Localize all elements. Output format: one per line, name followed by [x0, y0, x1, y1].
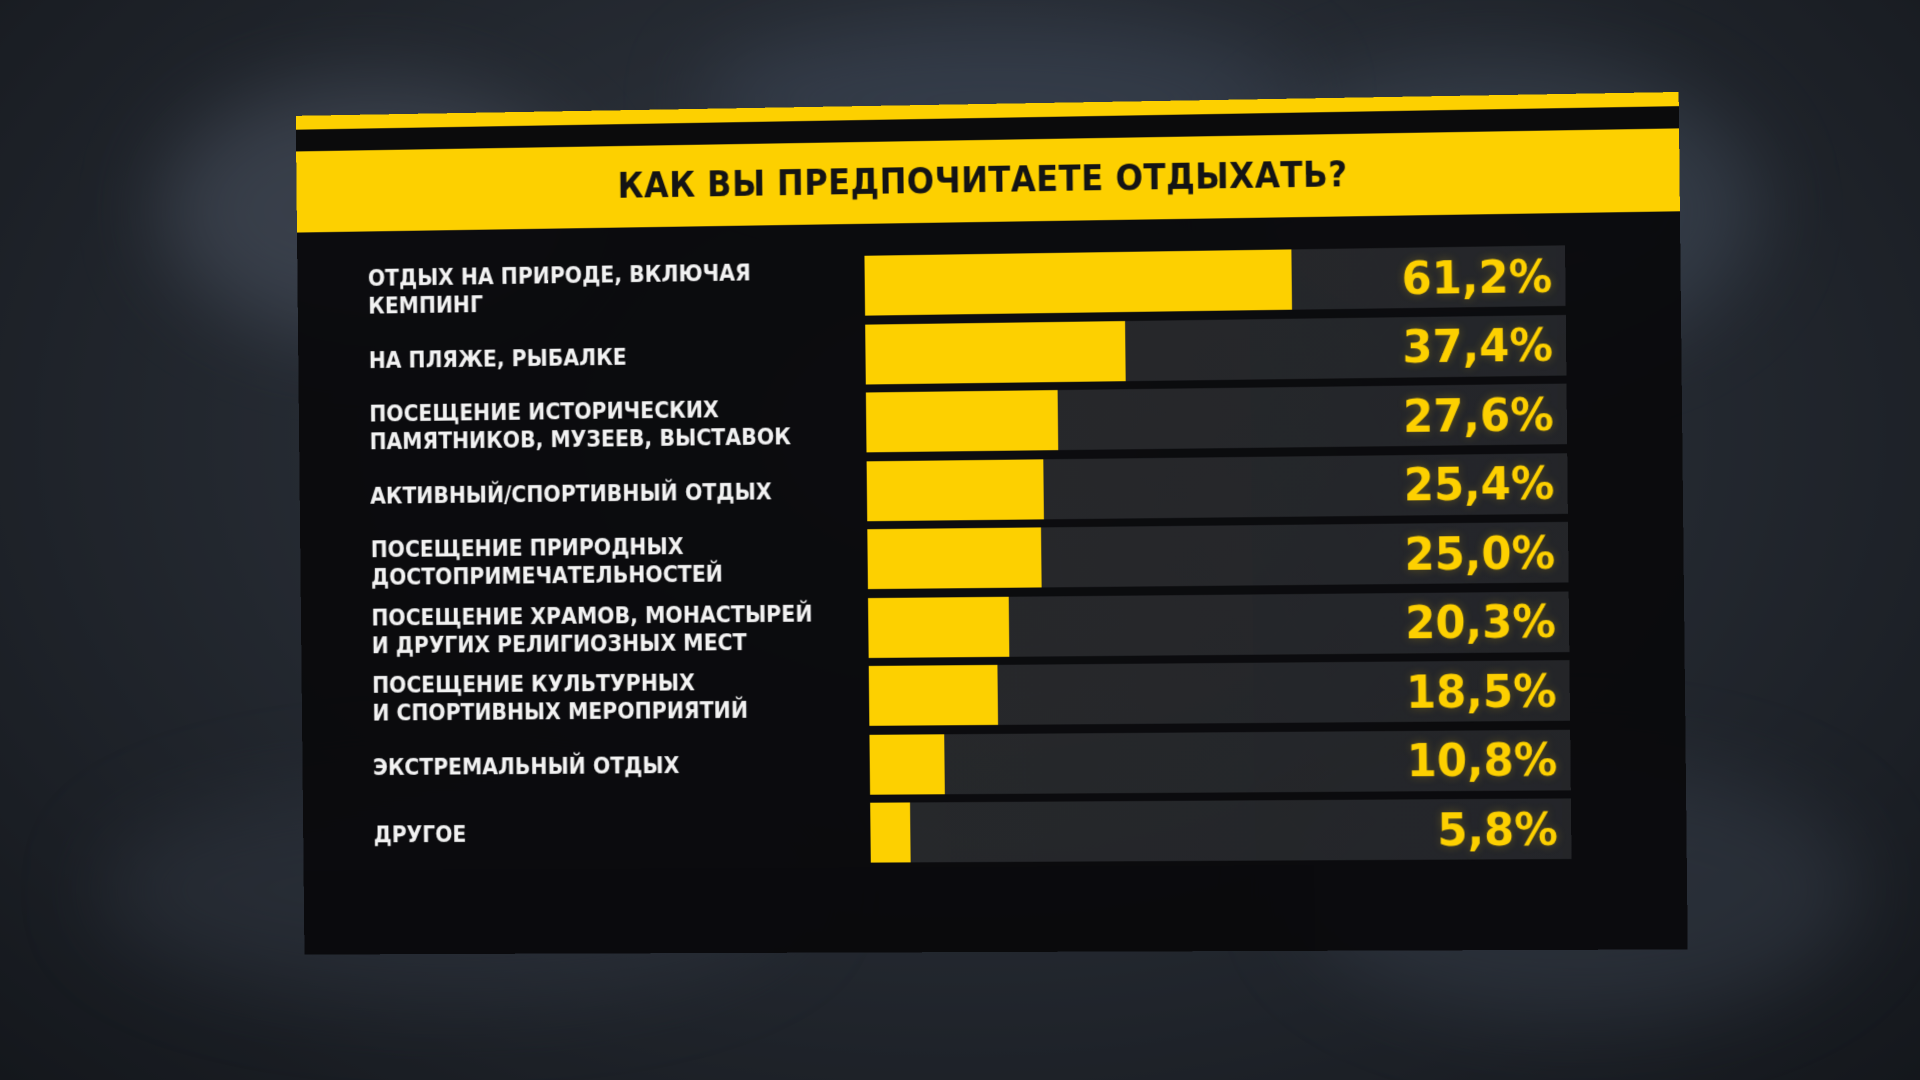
category-label: ПОСЕЩЕНИЕ КУЛЬТУРНЫХ И СПОРТИВНЫХ МЕРОПР…: [372, 666, 835, 729]
category-label: ПОСЕЩЕНИЕ ИСТОРИЧЕСКИХ ПАМЯТНИКОВ, МУЗЕЕ…: [369, 393, 832, 458]
value-label: 27,6%: [1403, 384, 1554, 446]
bar-row: ОТДЫХ НА ПРИРОДЕ, ВКЛЮЧАЯ КЕМПИНГ 61,2%: [297, 244, 1681, 324]
bar: [869, 734, 945, 794]
bar: [866, 390, 1058, 452]
value-label: 10,8%: [1406, 729, 1557, 790]
bar: [865, 321, 1126, 384]
bar-row: ПОСЕЩЕНИЕ ХРАМОВ, МОНАСТЫРЕЙ И ДРУГИХ РЕ…: [301, 590, 1685, 662]
bar-row: ПОСЕЩЕНИЕ ИСТОРИЧЕСКИХ ПАМЯТНИКОВ, МУЗЕЕ…: [299, 382, 1683, 459]
bar: [868, 596, 1010, 657]
category-label: ПОСЕЩЕНИЕ ПРИРОДНЫХ ДОСТОПРИМЕЧАТЕЛЬНОСТ…: [371, 530, 834, 594]
bar: [867, 459, 1044, 521]
value-label: 37,4%: [1402, 315, 1553, 377]
bar-row: ЭКСТРЕМАЛЬНЫЙ ОТДЫХ 10,8%: [302, 728, 1686, 797]
bar: [869, 665, 998, 726]
bar: [867, 527, 1041, 589]
value-label: 18,5%: [1406, 660, 1557, 722]
category-label: ЭКСТРЕМАЛЬНЫЙ ОТДЫХ: [373, 735, 836, 798]
value-label: 20,3%: [1405, 591, 1556, 653]
bar: [864, 249, 1292, 315]
bar-row: ДРУГОЕ 5,8%: [303, 798, 1687, 866]
bar-row: НА ПЛЯЖЕ, РЫБАЛКЕ 37,4%: [298, 313, 1682, 391]
category-label: ПОСЕЩЕНИЕ ХРАМОВ, МОНАСТЫРЕЙ И ДРУГИХ РЕ…: [371, 598, 834, 662]
category-label: ОТДЫХ НА ПРИРОДЕ, ВКЛЮЧАЯ КЕМПИНГ: [368, 256, 830, 322]
chart-panel: КАК ВЫ ПРЕДПОЧИТАЕТЕ ОТДЫХАТЬ? ОТДЫХ НА …: [296, 92, 1688, 955]
value-label: 25,0%: [1404, 522, 1555, 584]
bar-row: ПОСЕЩЕНИЕ КУЛЬТУРНЫХ И СПОРТИВНЫХ МЕРОПР…: [302, 659, 1686, 730]
category-label: ДРУГОЕ: [373, 803, 836, 865]
chart-title: КАК ВЫ ПРЕДПОЧИТАЕТЕ ОТДЫХАТЬ?: [617, 155, 1347, 207]
category-label: НА ПЛЯЖЕ, РЫБАЛКЕ: [368, 325, 831, 391]
bar-row: АКТИВНЫЙ/СПОРТИВНЫЙ ОТДЫХ 25,4%: [299, 451, 1683, 526]
bar: [870, 802, 911, 862]
bar-row: ПОСЕЩЕНИЕ ПРИРОДНЫХ ДОСТОПРИМЕЧАТЕЛЬНОСТ…: [300, 521, 1684, 595]
value-label: 5,8%: [1437, 799, 1558, 860]
value-label: 61,2%: [1401, 246, 1552, 309]
chart-body: ОТДЫХ НА ПРИРОДЕ, ВКЛЮЧАЯ КЕМПИНГ 61,2% НА…: [297, 211, 1688, 954]
value-label: 25,4%: [1403, 453, 1554, 515]
category-label: АКТИВНЫЙ/СПОРТИВНЫЙ ОТДЫХ: [370, 461, 833, 526]
